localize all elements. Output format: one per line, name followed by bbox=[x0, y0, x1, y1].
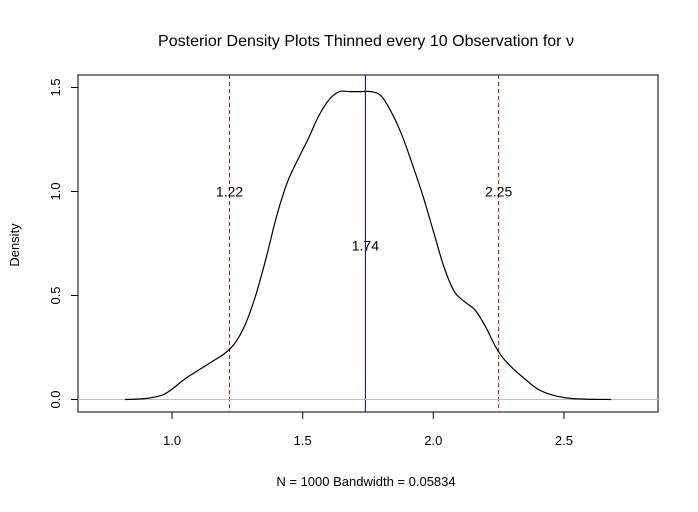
y-axis: 0.0 0.5 1.0 1.5 bbox=[48, 78, 79, 409]
y-axis-label: Density bbox=[7, 223, 22, 267]
x-tick-label: 2.0 bbox=[424, 433, 442, 448]
annotation-2.25: 2.25 bbox=[485, 183, 512, 199]
x-tick-label: 1.0 bbox=[163, 433, 181, 448]
x-axis: 1.0 1.5 2.0 2.5 bbox=[163, 411, 573, 448]
y-tick-label: 1.0 bbox=[48, 182, 63, 200]
annotation-1.74: 1.74 bbox=[352, 238, 379, 254]
x-tick-label: 1.5 bbox=[294, 433, 312, 448]
y-tick-label: 1.5 bbox=[48, 78, 63, 96]
y-tick-label: 0.0 bbox=[48, 390, 63, 408]
density-curve bbox=[125, 90, 611, 401]
x-tick-label: 2.5 bbox=[555, 433, 573, 448]
annotation-1.22: 1.22 bbox=[216, 183, 243, 199]
density-series bbox=[125, 90, 611, 401]
annotations: 1.22 1.74 2.25 bbox=[216, 183, 513, 253]
reference-lines bbox=[78, 75, 658, 412]
x-axis-label: N = 1000 Bandwidth = 0.05834 bbox=[276, 474, 455, 489]
y-tick-label: 0.5 bbox=[48, 286, 63, 304]
chart-title: Posterior Density Plots Thinned every 10… bbox=[158, 33, 574, 50]
